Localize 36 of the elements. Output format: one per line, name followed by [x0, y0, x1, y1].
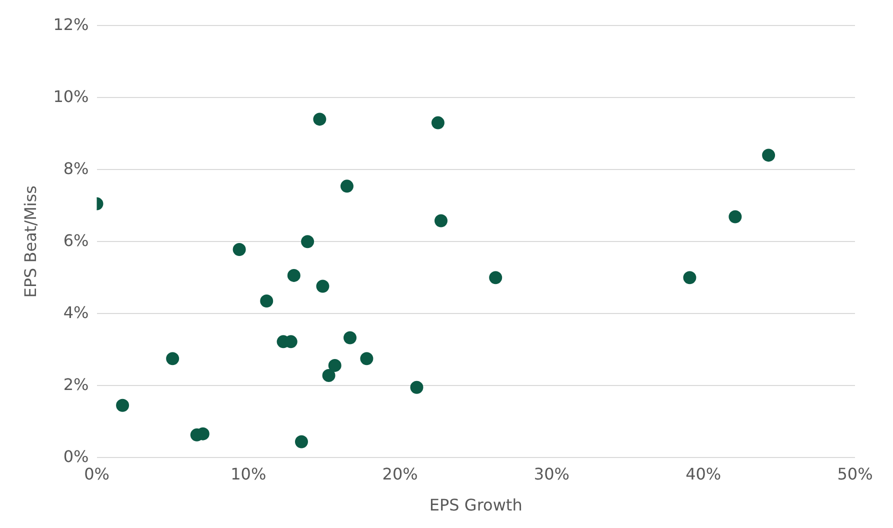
- y-tick-label: 0%: [63, 446, 89, 466]
- point: [489, 271, 502, 284]
- point: [313, 112, 326, 126]
- y-tick-label: 10%: [53, 86, 89, 106]
- y-tick-label: 4%: [63, 302, 89, 322]
- point: [294, 435, 308, 448]
- point: [328, 358, 342, 372]
- point: [683, 271, 696, 284]
- y-tick-label: 6%: [63, 230, 89, 250]
- x-tick-label: 30%: [534, 464, 570, 484]
- point: [410, 380, 424, 394]
- point: [301, 235, 314, 248]
- point: [340, 180, 354, 193]
- point: [322, 369, 336, 382]
- point: [728, 210, 742, 224]
- point: [762, 148, 776, 162]
- y-tick-label: 8%: [63, 158, 89, 178]
- y-tick-label: 2%: [63, 374, 89, 394]
- point: [344, 331, 357, 344]
- y-axis-title: EPS Beat/Miss: [20, 185, 40, 298]
- point: [434, 214, 448, 228]
- point: [287, 268, 300, 282]
- point: [116, 398, 130, 412]
- point: [431, 116, 444, 130]
- point: [166, 352, 180, 366]
- y-tick-label: 12%: [53, 14, 89, 34]
- x-axis-title: EPS Growth: [429, 496, 522, 515]
- point: [316, 280, 330, 293]
- point: [232, 243, 246, 256]
- x-tick-label: 20%: [382, 464, 418, 484]
- x-tick-label: 0%: [84, 464, 110, 484]
- x-tick-label: 50%: [837, 464, 873, 484]
- x-tick-label: 10%: [230, 464, 266, 484]
- x-tick-label: 40%: [686, 464, 722, 484]
- point: [360, 352, 374, 366]
- point: [260, 294, 274, 308]
